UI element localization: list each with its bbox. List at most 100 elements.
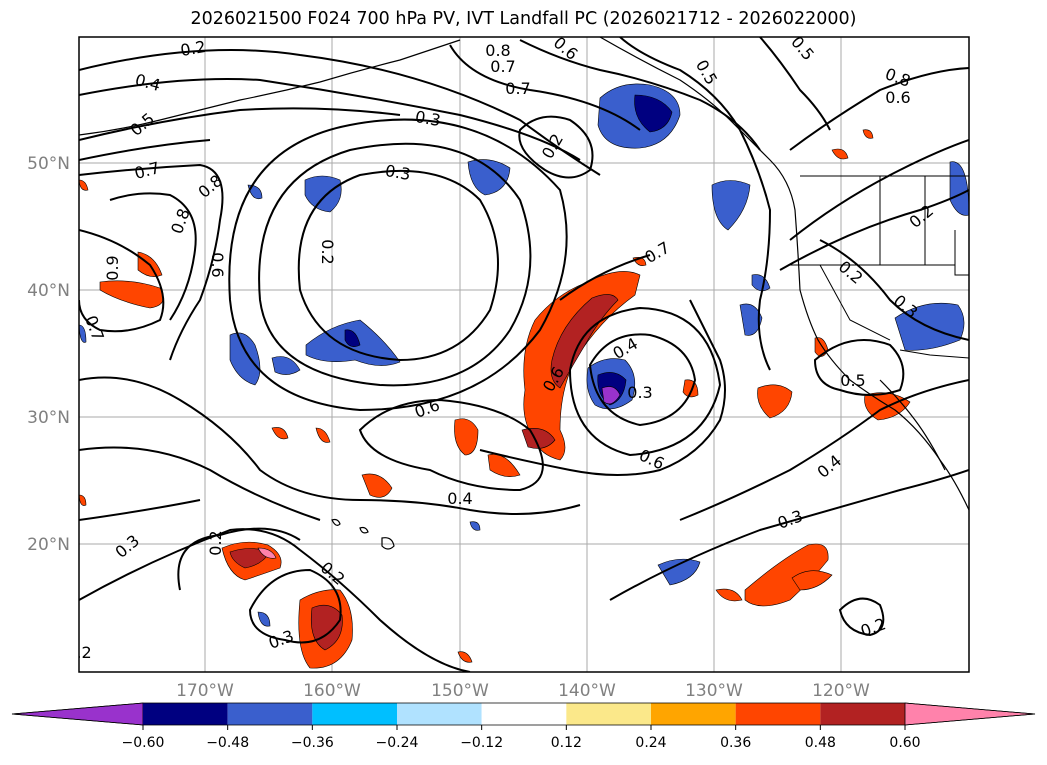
pv-contour — [79, 376, 581, 515]
pc-blob — [751, 274, 771, 292]
pc-blob — [467, 159, 511, 196]
pc-blob — [523, 271, 641, 461]
pv-contour — [79, 499, 201, 521]
pc-blob — [457, 651, 473, 663]
pv-contour — [838, 597, 885, 637]
pv-contour — [79, 78, 581, 161]
borders — [790, 175, 969, 359]
colorbar-tick-label: 0.48 — [805, 735, 836, 751]
pc-blob — [862, 129, 874, 139]
pv-contour — [248, 568, 342, 644]
lon-label: 170°W — [176, 681, 234, 701]
pc-blob — [744, 543, 829, 607]
coastline-alaska — [79, 39, 461, 136]
pc-blob — [229, 548, 271, 569]
border-states — [790, 176, 969, 276]
pv-contour — [679, 379, 969, 521]
contour-label: 0.2 — [206, 530, 225, 555]
pc-blob — [521, 428, 556, 449]
colorbar-tick-label: 0.36 — [720, 735, 751, 751]
colorbar-ticks: −0.60 −0.48 −0.36 −0.24 −0.12 0.12 0.24 0.36 0.4… — [122, 725, 921, 751]
pc-blob — [79, 179, 89, 191]
lon-label: 160°W — [303, 681, 361, 701]
colorbar-tick-label: 0.60 — [889, 735, 920, 751]
contour-label: 0.2 — [318, 239, 337, 264]
coastlines — [79, 37, 969, 550]
pv-contour — [297, 169, 499, 362]
pv-contour — [588, 333, 697, 427]
colorbar-tick-label: −0.12 — [460, 735, 503, 751]
pc-blob — [99, 280, 164, 309]
pc-blob — [791, 570, 833, 591]
pc-blob — [79, 494, 87, 506]
pc-blob — [711, 180, 751, 231]
contour-label: 0.6 — [208, 252, 227, 277]
contour-label: 0.4 — [447, 489, 472, 508]
colorbar-segment — [481, 703, 567, 725]
gridlines — [79, 37, 969, 672]
pc-blob — [715, 588, 743, 602]
lon-labels: 170°W 160°W 150°W 140°W 130°W 120°W — [176, 681, 870, 701]
pc-blob — [304, 175, 342, 213]
contour-label: 0.2 — [66, 643, 91, 662]
colorbar-segment — [820, 703, 905, 725]
contour-label: 0.2 — [179, 37, 207, 60]
pv-contour — [779, 189, 969, 271]
pv-contour — [449, 44, 641, 131]
pv-contour — [479, 299, 726, 476]
lat-label: 20°N — [27, 535, 70, 555]
pc-blob — [739, 303, 763, 336]
pc-blob — [257, 547, 277, 559]
lon-label: 130°W — [685, 681, 743, 701]
colorbar-tick-label: 0.24 — [635, 735, 666, 751]
map-area[interactable] — [79, 37, 969, 672]
pc-blob — [79, 324, 87, 343]
contour-label: 0.3 — [627, 383, 652, 402]
contour-label: 0.3 — [414, 107, 442, 130]
contour-label: 0.8 — [485, 41, 510, 60]
pc-blob — [634, 94, 673, 133]
contour-label: 0.7 — [505, 79, 530, 98]
contour-label: 0.3 — [384, 161, 412, 184]
coastline-gulf-california — [879, 379, 946, 471]
pv-contour — [619, 37, 772, 371]
colorbar-segment — [312, 703, 397, 725]
colorbar-tick-label: −0.48 — [206, 735, 249, 751]
colorbar-arrow-low — [11, 702, 144, 726]
pv-contour — [79, 229, 165, 333]
pv-contour — [819, 239, 969, 341]
pv-contour — [109, 192, 197, 321]
pc-blob — [257, 611, 271, 627]
pv-contour — [79, 163, 224, 361]
positive-pc-shading — [79, 129, 911, 669]
pc-blob — [344, 329, 361, 347]
pv-contour — [789, 67, 969, 151]
lon-label: 120°W — [812, 681, 870, 701]
colorbar-tick-label: −0.36 — [291, 735, 334, 751]
coastline-north-america — [599, 37, 969, 511]
lat-label: 30°N — [27, 408, 70, 428]
pc-blob — [315, 427, 331, 443]
border-states — [819, 264, 891, 341]
pv-contour — [177, 527, 301, 591]
lat-label: 40°N — [27, 281, 70, 301]
pv-contour — [813, 339, 905, 396]
pc-blob — [949, 161, 969, 216]
pv-contours — [79, 37, 969, 672]
pc-blob — [657, 558, 701, 586]
pc-blob — [271, 356, 301, 375]
pv-contour — [79, 139, 211, 161]
hawaii-island — [331, 518, 341, 526]
colorbar-tick-label: 0.12 — [551, 735, 582, 751]
pv-contour — [79, 446, 321, 521]
pc-blob — [757, 384, 793, 419]
map-frame — [78, 36, 970, 673]
lon-label: 140°W — [558, 681, 616, 701]
pv-contour — [258, 142, 532, 387]
pv-contour — [568, 306, 722, 457]
lon-label: 150°W — [431, 681, 489, 701]
chart-title: 2026021500 F024 700 hPa PV, IVT Landfall… — [190, 9, 857, 29]
lat-labels: 50°N 40°N 30°N 20°N — [27, 154, 70, 555]
colorbar-tick-label: −0.24 — [376, 735, 419, 751]
